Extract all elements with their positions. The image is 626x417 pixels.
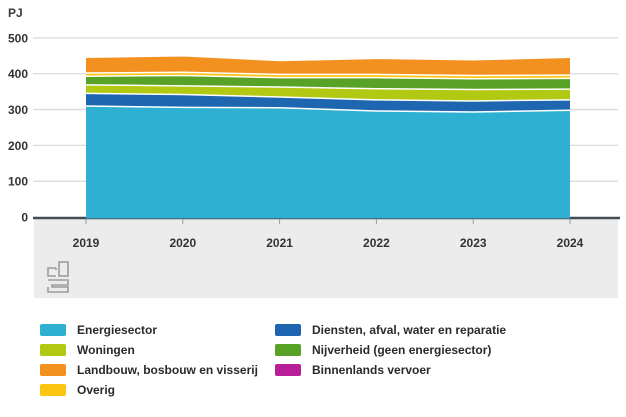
y-tick-label-0: 0 xyxy=(21,211,28,225)
legend-item[interactable]: Binnenlands vervoer xyxy=(275,360,506,379)
legend-item[interactable]: Landbouw, bosbouw en visserij xyxy=(40,360,258,379)
legend-item[interactable]: Nijverheid (geen energiesector) xyxy=(275,340,506,359)
legend-column-1: Energiesector Woningen Landbouw, bosbouw e… xyxy=(40,320,258,400)
legend-item-label: Nijverheid (geen energiesector) xyxy=(312,342,492,357)
legend-swatch-icon xyxy=(40,363,66,376)
x-tick-label-2019: 2019 xyxy=(73,236,100,250)
legend-swatch-icon xyxy=(275,323,301,336)
legend-item-label: Energiesector xyxy=(77,322,158,337)
legend-item-label: Binnenlands vervoer xyxy=(312,362,431,377)
legend-swatch-icon xyxy=(275,343,301,356)
area-series-2 xyxy=(86,84,570,101)
x-tick-label-2021: 2021 xyxy=(266,236,293,250)
area-separator-2 xyxy=(85,84,571,91)
legend-swatch-icon xyxy=(275,363,301,376)
area-separator-1 xyxy=(85,92,571,102)
area-series-5 xyxy=(86,55,570,76)
legend-item[interactable]: Energiesector xyxy=(40,320,258,339)
x-axis-band xyxy=(34,219,618,298)
area-separator-4 xyxy=(85,71,571,77)
x-tick-label-2024: 2024 xyxy=(557,236,584,250)
legend-item[interactable]: Overig xyxy=(40,380,258,399)
legend-swatch-icon xyxy=(40,343,66,356)
y-tick-label-100: 100 xyxy=(8,175,28,189)
y-tick-label-200: 200 xyxy=(8,139,28,153)
area-series-4 xyxy=(86,72,570,79)
legend-item-label: Diensten, afval, water en reparatie xyxy=(312,322,507,337)
x-tick-label-2020: 2020 xyxy=(169,236,196,250)
area-separator-5 xyxy=(85,55,571,62)
legend-item-label: Landbouw, bosbouw en visserij xyxy=(77,362,258,377)
y-tick-label-400: 400 xyxy=(8,67,28,81)
legend-item[interactable]: Woningen xyxy=(40,340,258,359)
legend-item[interactable]: Diensten, afval, water en reparatie xyxy=(275,320,506,339)
y-tick-label-500: 500 xyxy=(8,31,28,45)
legend-swatch-icon xyxy=(40,323,66,336)
area-series-0 xyxy=(86,105,570,219)
y-axis-unit-label: PJ xyxy=(8,6,23,20)
legend-swatch-icon xyxy=(40,383,66,396)
y-tick-label-300: 300 xyxy=(8,103,28,117)
x-tick-label-2023: 2023 xyxy=(460,236,487,250)
stacked-area-chart: 2019 2020 2021 2022 2023 2024 0 100 200 300 400 500 xyxy=(8,31,620,298)
legend-column-2: Diensten, afval, water en reparatie Nijve… xyxy=(275,320,506,380)
cbs-logo xyxy=(46,261,72,293)
legend-item-label: Woningen xyxy=(77,342,135,357)
area-separator-3 xyxy=(85,74,571,80)
area-separator-0 xyxy=(85,105,571,113)
x-tick-label-2022: 2022 xyxy=(363,236,390,250)
legend-item-label: Overig xyxy=(77,382,116,397)
